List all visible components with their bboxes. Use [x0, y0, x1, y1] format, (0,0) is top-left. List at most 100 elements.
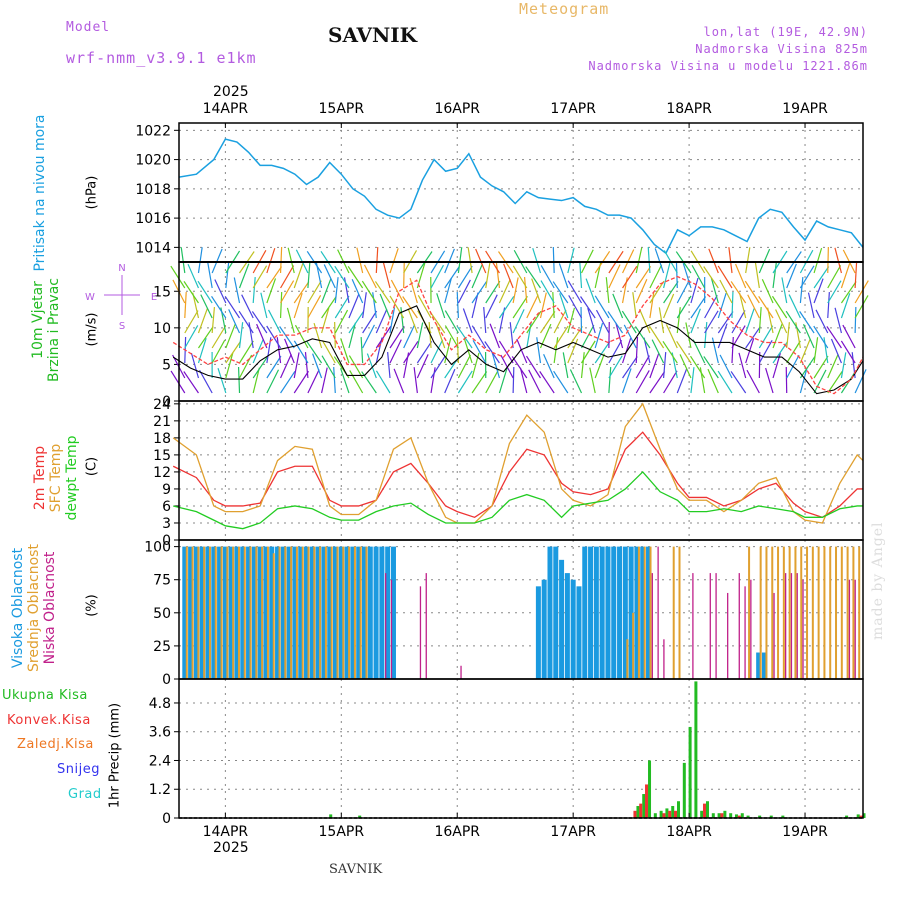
wind-arrow [621, 368, 632, 394]
wind-arrow [351, 278, 364, 304]
wind-arrow [526, 310, 542, 334]
wind-arrow [321, 278, 332, 304]
wind-arrow [430, 339, 444, 364]
wind-arrow [649, 292, 655, 319]
total-rain-bar [671, 806, 675, 818]
wind-arrow [483, 307, 487, 334]
wind-arrow [665, 324, 678, 349]
wind-arrow [471, 371, 488, 394]
wind-arrow [676, 295, 692, 319]
wind-arrow [728, 247, 733, 274]
wind-arrow [525, 355, 541, 379]
wind-arrow [416, 322, 424, 349]
wind-arrow [379, 293, 391, 319]
wind-arrow [293, 340, 309, 364]
low-cloud-bar [790, 573, 793, 679]
wind-arrow [293, 370, 309, 394]
wind-arrow [807, 292, 815, 319]
y-tick-label: 12 [153, 465, 171, 481]
total-rain-bar [845, 815, 849, 818]
wind-arrow [375, 370, 391, 394]
wind-arrow [293, 263, 304, 289]
wind-arrow [390, 279, 405, 304]
wind-arrow [663, 293, 675, 319]
high-cloud-bar [628, 546, 634, 679]
compass-w: W [85, 292, 95, 303]
date-label-top: 17APR [550, 101, 596, 117]
mid-cloud-bar [307, 546, 310, 679]
y-tick-label: 24 [153, 397, 171, 413]
wind-arrow [612, 293, 624, 319]
total-rain-bar [729, 813, 733, 818]
mid-cloud-bar [249, 546, 252, 679]
wind-arrow [293, 293, 303, 319]
wind-arrow [457, 279, 471, 304]
wind-arrow [704, 294, 718, 319]
wind-arrow [321, 307, 330, 334]
wind-arrow [498, 367, 508, 394]
wind-arrow [813, 325, 829, 349]
wind-arrow [730, 371, 747, 394]
wind-arrow [580, 352, 585, 379]
wind-arrow [266, 248, 276, 274]
wind-arrow [802, 324, 815, 349]
wind-arrow [491, 352, 501, 379]
wind-arrow [225, 341, 241, 364]
wind-arrow [594, 322, 604, 349]
wind-arrow [237, 366, 241, 394]
total-rain-bar [723, 810, 727, 818]
wind-arrow [217, 368, 227, 394]
wind-gust-line [172, 275, 864, 395]
mid-cloud-bar [632, 612, 635, 679]
wind-arrow [187, 263, 200, 289]
wind-arrow [184, 292, 187, 319]
mid-cloud-bar [846, 546, 849, 679]
wind-arrow [528, 369, 542, 394]
y-tick-label: 3 [162, 516, 171, 532]
low-cloud-bar [738, 573, 740, 679]
mid-cloud-bar [278, 546, 281, 679]
wind-arrow [256, 323, 268, 349]
wind-arrow [765, 367, 774, 394]
wind-arrow [826, 326, 842, 349]
wind-arrow [562, 352, 569, 379]
wind-arrow [349, 370, 364, 394]
wind-arrow [553, 325, 569, 349]
high-cloud-bar [344, 546, 350, 679]
wind-arrow [252, 356, 269, 379]
total-rain-bar [358, 815, 362, 818]
wind-arrow [471, 292, 479, 319]
wind-arrow [430, 264, 444, 289]
wind-arrow [781, 277, 788, 304]
legend-snow: Snijeg [57, 762, 100, 777]
wind-arrow [260, 292, 268, 319]
mid-cloud-bar [748, 546, 751, 679]
wind-arrow [703, 356, 719, 379]
wind-arrow [444, 325, 459, 349]
mid-cloud-bar [852, 546, 855, 679]
wind-arrow [225, 262, 230, 289]
compass-s: S [119, 321, 125, 332]
wind-arrow [199, 369, 213, 394]
mid-cloud-bar [324, 546, 327, 679]
low-cloud-bar [750, 579, 752, 679]
wind-arrow [799, 356, 816, 379]
high-cloud-bar [286, 546, 292, 679]
wind-arrow [552, 246, 555, 274]
wind-arrow [717, 311, 734, 334]
wind-arrow [239, 340, 254, 364]
wind-arrow [444, 266, 460, 289]
mid-cloud-bar [765, 546, 768, 679]
high-cloud-bar [333, 546, 339, 679]
wind-arrow [224, 295, 241, 319]
y-tick-label: 15 [153, 284, 171, 300]
mid-cloud-bar [232, 546, 235, 679]
high-cloud-bar [756, 652, 762, 679]
low-cloud-bar [802, 579, 804, 679]
wind-arrow [543, 353, 555, 379]
wind-arrow [827, 371, 843, 394]
wind-arrow [840, 293, 851, 319]
wind-arrow [485, 280, 501, 304]
wind-arrow [512, 309, 525, 334]
